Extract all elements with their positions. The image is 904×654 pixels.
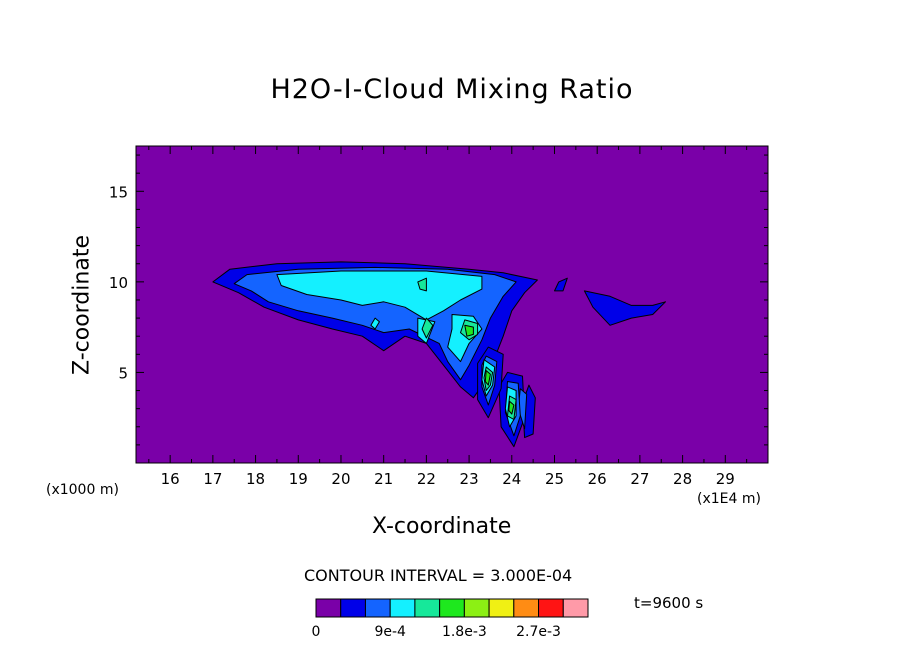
x-tick-label: 24 xyxy=(502,470,521,488)
contour-region-level-4 xyxy=(417,277,427,292)
colorbar-swatch xyxy=(364,598,391,618)
x-tick-label: 28 xyxy=(673,470,692,488)
colorbar-swatch xyxy=(389,598,416,618)
colorbar-swatch xyxy=(538,598,564,618)
x-tick-label: 20 xyxy=(331,470,350,488)
colorbar-swatch xyxy=(315,598,342,618)
contour-region-level-4 xyxy=(421,317,434,339)
colorbar-label: 1.8e-3 xyxy=(442,624,487,640)
colorbar-label: 9e-4 xyxy=(374,624,406,640)
contour-region-level-5 xyxy=(484,370,491,386)
y-tick-label: 10 xyxy=(109,274,128,292)
colorbar-swatch xyxy=(463,598,490,618)
x-tick-label: 22 xyxy=(417,470,436,488)
x-tick-label: 19 xyxy=(289,470,308,488)
x-axis-unit: (x1E4 m) xyxy=(697,491,761,507)
x-tick-label: 25 xyxy=(545,470,564,488)
y-axis-label: Z-coordinate xyxy=(69,235,95,375)
x-tick-label: 27 xyxy=(630,470,649,488)
contour-region-level-3 xyxy=(370,317,380,330)
x-tick-label: 23 xyxy=(460,470,479,488)
colorbar-label: 0 xyxy=(312,624,321,640)
x-tick-label: 21 xyxy=(374,470,393,488)
colorbar-label: 2.7e-3 xyxy=(516,624,561,640)
contour-region-level-1 xyxy=(554,277,568,292)
x-axis-label: X-coordinate xyxy=(372,514,512,539)
chart-title: H2O-I-Cloud Mixing Ratio xyxy=(270,74,634,105)
y-tick-label: 15 xyxy=(109,183,128,201)
y-tick-label: 5 xyxy=(118,364,128,382)
colorbar-swatch xyxy=(562,598,589,618)
colorbar-swatch xyxy=(488,598,515,618)
colorbar-swatch xyxy=(439,598,465,618)
x-tick-label: 16 xyxy=(161,470,180,488)
contour-region-level-5 xyxy=(464,324,474,337)
colorbar-swatch xyxy=(513,598,540,618)
x-tick-label: 29 xyxy=(716,470,735,488)
time-label: t=9600 s xyxy=(634,594,704,612)
colorbar: 0 9e-4 1.8e-3 2.7e-3 xyxy=(312,598,589,640)
colorbar-swatch xyxy=(340,598,366,618)
colorbar-swatch xyxy=(414,598,441,618)
contour-regions xyxy=(212,261,666,448)
contour-region-level-1 xyxy=(583,290,666,326)
plot-frame xyxy=(135,145,769,464)
x-tick-label: 26 xyxy=(588,470,607,488)
contour-region-level-5 xyxy=(508,400,515,415)
y-axis-unit: (x1000 m) xyxy=(46,482,119,498)
contour-interval-label: CONTOUR INTERVAL = 3.000E-04 xyxy=(304,566,573,585)
x-tick-label: 18 xyxy=(246,470,265,488)
x-tick-label: 17 xyxy=(203,470,222,488)
